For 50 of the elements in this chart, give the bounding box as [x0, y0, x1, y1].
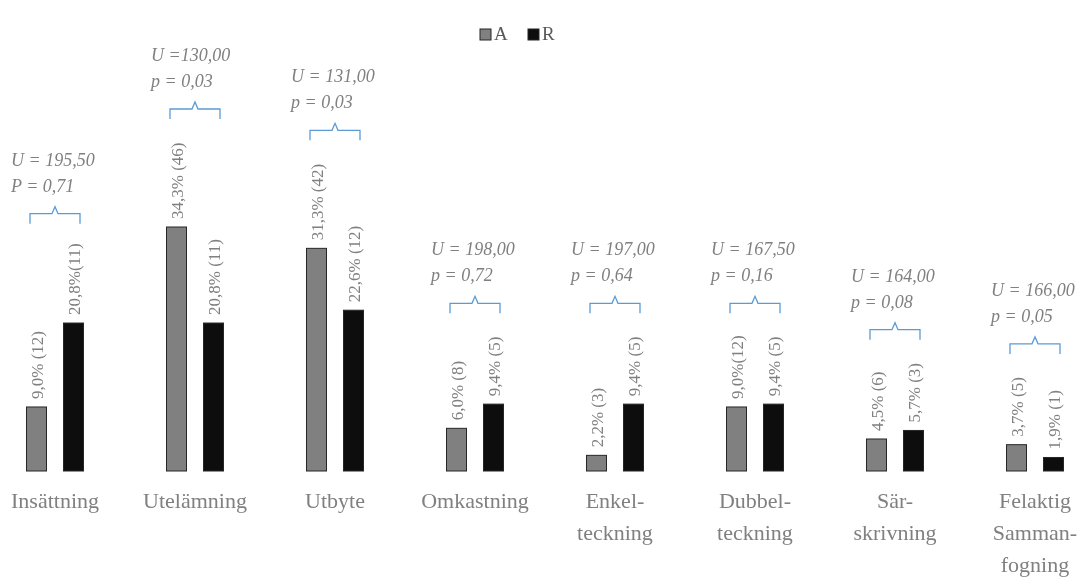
data-label: 9,0%(12)	[727, 335, 747, 399]
bar	[586, 454, 607, 472]
x-tick-label: Dubbel- teckning	[717, 488, 793, 545]
text: U = 195,50 P = 0,71	[10, 149, 95, 196]
bar	[343, 309, 364, 472]
bar	[763, 403, 784, 472]
x-tick-label: Utelämning	[143, 488, 247, 513]
data-label: 20,8% (11)	[204, 239, 224, 316]
bar	[203, 322, 224, 472]
data-label: 9,4% (5)	[764, 336, 784, 397]
x-tick-label: Utbyte	[305, 488, 365, 513]
data-label: 2,2% (3)	[587, 387, 607, 448]
data-label: 1,9% (1)	[1044, 390, 1064, 450]
data-label: 6,0% (8)	[447, 360, 467, 421]
bar	[26, 406, 47, 472]
text: U =130,00 p = 0,03	[149, 45, 231, 91]
annotation: U = 164,00 p = 0,08	[849, 265, 935, 312]
x-tick-label: Sär- skrivning	[853, 488, 937, 545]
bar	[623, 403, 644, 472]
x-tick-label: Insättning	[11, 488, 99, 513]
bar	[726, 406, 747, 472]
data-label: 5,7% (3)	[904, 362, 924, 423]
bar	[1006, 444, 1027, 472]
legend-label: A	[494, 23, 508, 44]
annotation: U = 197,00 p = 0,64	[569, 239, 655, 286]
data-label: 9,4% (5)	[484, 336, 504, 397]
legend-label: R	[542, 23, 555, 44]
annotation: U = 166,00 p = 0,05	[989, 279, 1075, 326]
x-tick-label: Felaktig Samman- fogning	[992, 488, 1078, 577]
data-label: 34,3% (46)	[167, 142, 187, 219]
bar	[903, 429, 924, 472]
data-label: 9,4% (5)	[624, 336, 644, 397]
text: U = 131,00 p = 0,03	[289, 66, 375, 113]
x-tick-label: Omkastning	[421, 488, 529, 513]
data-label: 9,0% (12)	[27, 330, 47, 399]
x-tick-label: Enkel- teckning	[577, 488, 653, 545]
data-label: 22,6% (12)	[344, 225, 364, 303]
bar	[866, 438, 887, 472]
bar	[166, 226, 187, 472]
data-label: 3,7% (5)	[1007, 377, 1027, 437]
annotation: U = 167,50 p = 0,16	[709, 239, 795, 286]
bar	[446, 427, 467, 472]
bar	[63, 322, 84, 472]
bar	[483, 403, 504, 472]
data-label: 4,5% (6)	[867, 371, 887, 431]
data-label: 31,3% (42)	[307, 163, 327, 241]
bar	[306, 247, 327, 472]
bar	[1043, 456, 1064, 472]
data-label: 20,8%(11)	[64, 243, 84, 316]
annotation: U = 198,00 p = 0,72	[429, 239, 515, 286]
